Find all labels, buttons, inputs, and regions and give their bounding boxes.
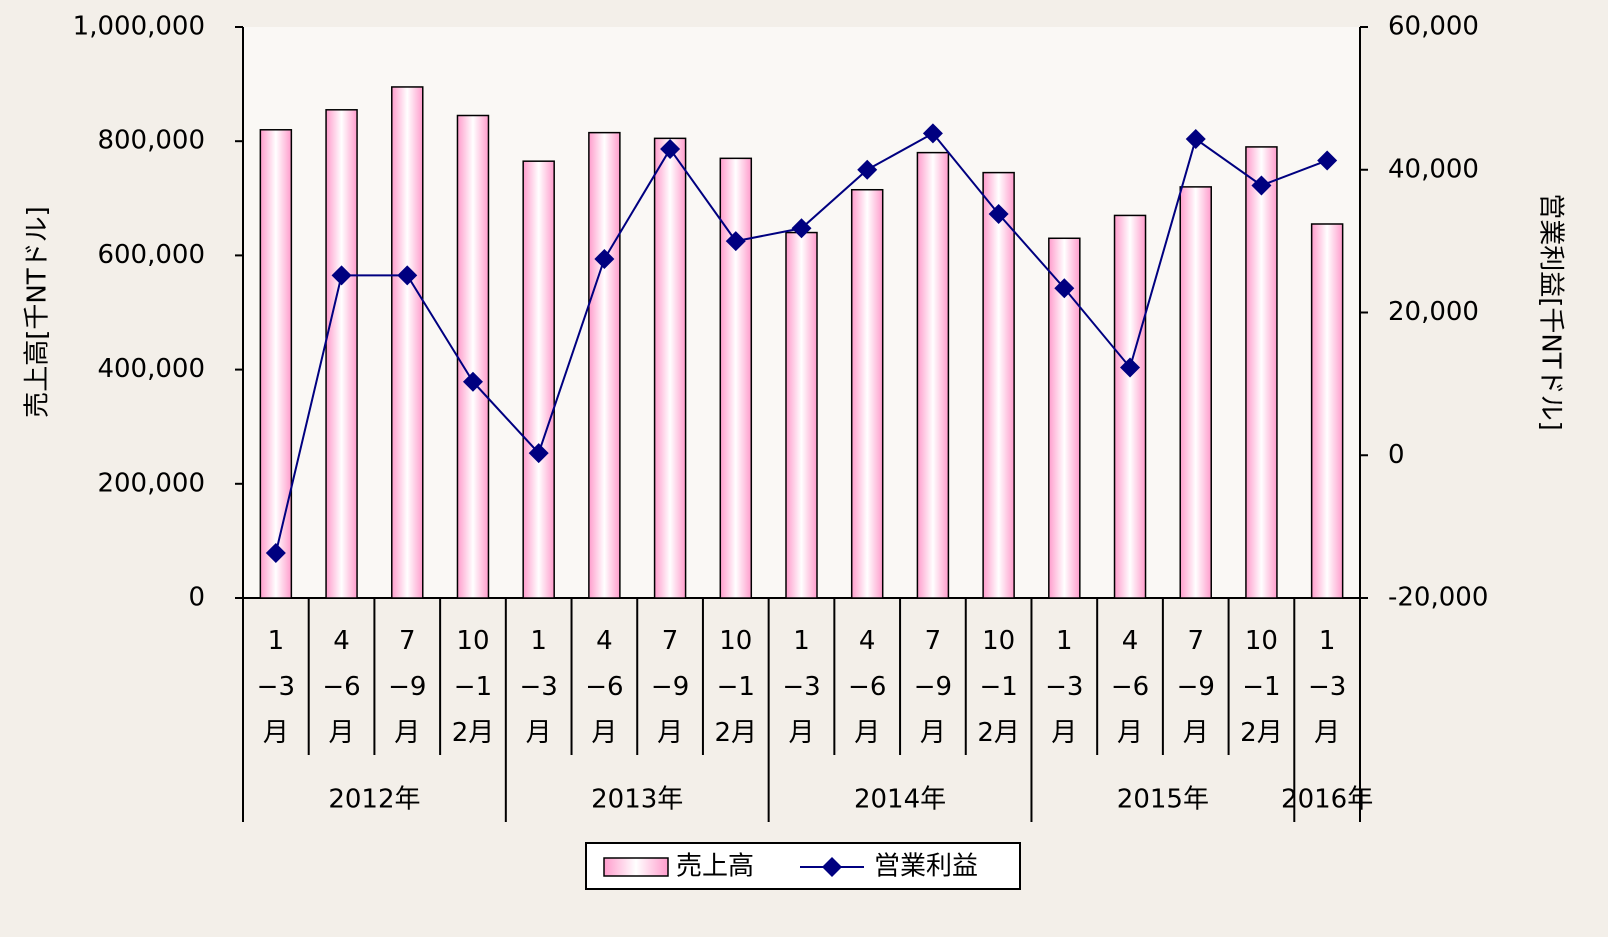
x-tick-label: 1−3月 xyxy=(1302,618,1352,756)
bar xyxy=(1180,187,1211,598)
y-tick-label: 600,000 xyxy=(97,240,205,270)
x-tick-label: 10−12月 xyxy=(448,618,498,756)
y2-tick-label: 40,000 xyxy=(1388,154,1479,184)
x-group-label: 2014年 xyxy=(854,785,946,815)
bar xyxy=(1312,224,1343,598)
y2-tick-label: 0 xyxy=(1388,440,1405,470)
x-tick-label: 4−6月 xyxy=(317,618,367,756)
x-tick-label: 1−3月 xyxy=(777,618,827,756)
y2-tick-label: 60,000 xyxy=(1388,12,1479,42)
bar xyxy=(392,87,423,598)
x-group-label: 2015年 xyxy=(1117,785,1209,815)
x-tick-label: 1−3月 xyxy=(1039,618,1089,756)
y-tick-label: 1,000,000 xyxy=(73,12,205,42)
legend-label: 売上高 xyxy=(676,852,754,882)
y-tick-label: 0 xyxy=(188,583,205,613)
x-tick-label: 7−9月 xyxy=(382,618,432,756)
x-tick-label: 4−6月 xyxy=(842,618,892,756)
chart: 売上高[千NTドル] 営業利益[千NTドル] 0 200,000 400,000 60… xyxy=(0,0,1608,937)
y-tick-label: 800,000 xyxy=(97,126,205,156)
x-tick-label: 7−9月 xyxy=(908,618,958,756)
y-tick-label: 200,000 xyxy=(97,468,205,498)
bar xyxy=(1246,147,1277,598)
bar xyxy=(326,110,357,598)
x-tick-label: 1−3月 xyxy=(514,618,564,756)
bar xyxy=(852,190,883,598)
x-group-label: 2013年 xyxy=(591,785,683,815)
bar xyxy=(786,233,817,598)
y-axis-label: 売上高[千NTドル] xyxy=(23,206,53,418)
bar xyxy=(983,173,1014,598)
x-group-label: 2016年 xyxy=(1281,785,1373,815)
x-tick-label: 10−12月 xyxy=(974,618,1024,756)
x-tick-label: 4−6月 xyxy=(579,618,629,756)
bar xyxy=(457,116,488,598)
bar xyxy=(589,133,620,598)
x-group-label: 2012年 xyxy=(328,785,420,815)
bar xyxy=(1115,215,1146,598)
x-tick-label: 10−12月 xyxy=(1236,618,1286,756)
x-tick-label: 7−9月 xyxy=(1171,618,1221,756)
bar xyxy=(917,153,948,598)
y2-tick-label: -20,000 xyxy=(1388,583,1488,613)
bar xyxy=(655,138,686,598)
x-tick-label: 4−6月 xyxy=(1105,618,1155,756)
x-tick-label: 1−3月 xyxy=(251,618,301,756)
legend-swatch xyxy=(604,858,668,876)
y2-axis-label: 営業利益[千NTドル] xyxy=(1536,193,1566,431)
page: 売上高[千NTドル] 営業利益[千NTドル] 0 200,000 400,000 60… xyxy=(0,0,1608,937)
legend-label: 営業利益 xyxy=(874,852,978,882)
y2-tick-label: 20,000 xyxy=(1388,297,1479,327)
x-tick-label: 7−9月 xyxy=(645,618,695,756)
bar xyxy=(260,130,291,598)
y-tick-label: 400,000 xyxy=(97,354,205,384)
x-tick-label: 10−12月 xyxy=(711,618,761,756)
bar xyxy=(523,161,554,598)
